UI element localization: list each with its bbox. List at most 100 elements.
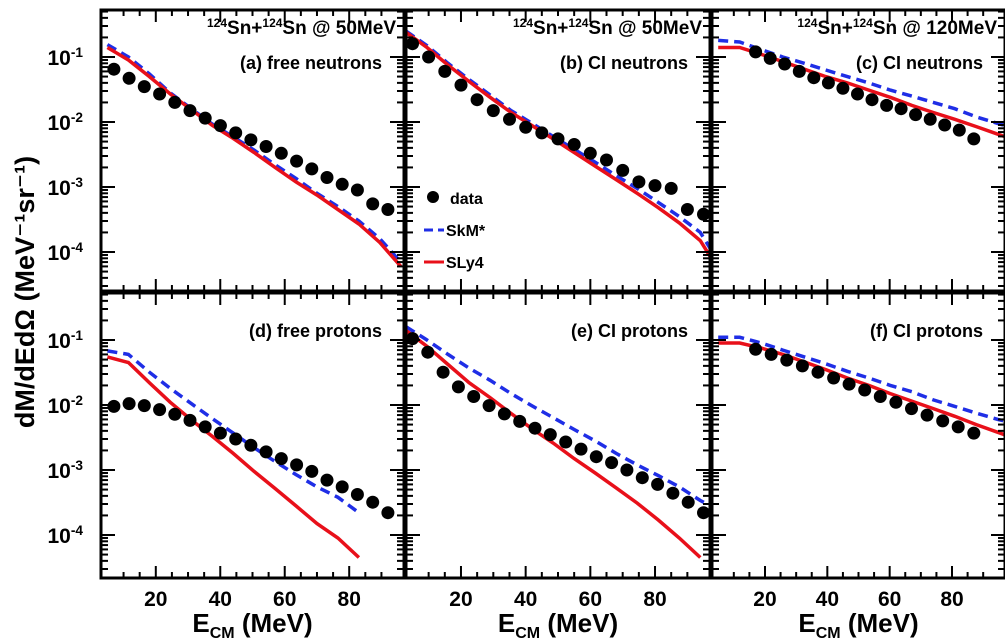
data-point (497, 407, 511, 421)
legend-data-label: data (450, 191, 483, 208)
data-point (406, 37, 419, 51)
data-point (335, 177, 349, 191)
data-point (632, 175, 646, 189)
data-point (697, 207, 710, 221)
panel-4: 20 40 60 80 10-1 10-2 10-3 10-4 (d) free protons (48, 291, 406, 611)
data-point (244, 438, 258, 452)
data-point (198, 111, 212, 125)
legend-skm-label: SkM* (446, 223, 486, 240)
data-point (889, 395, 903, 409)
data-point (482, 399, 496, 413)
data-point (438, 64, 452, 78)
data-point (680, 203, 694, 216)
panel-3: 124Sn+124Sn @ 120MeV (c) CI neutrons (710, 8, 1005, 293)
data-point (198, 420, 212, 434)
data-point (567, 138, 581, 151)
data-point (335, 480, 349, 494)
data-point (681, 495, 695, 509)
panel-title: (e) CI protons (571, 321, 688, 341)
data-point (305, 464, 319, 478)
data-point (107, 399, 121, 413)
y-tick-label: 10-3 (48, 458, 84, 483)
data-point (952, 123, 966, 137)
data-point (589, 450, 603, 464)
x-tick-label: 40 (514, 588, 537, 611)
x-tick-label: 80 (643, 588, 666, 611)
data-point (778, 57, 792, 71)
data-point (244, 133, 258, 147)
data-point (213, 426, 227, 440)
data-point (381, 506, 395, 520)
x-tick-label: 80 (338, 588, 361, 611)
data-point (290, 154, 304, 168)
data-point (535, 126, 549, 140)
data-point (451, 380, 465, 394)
data-point (229, 126, 243, 140)
sly4-line (406, 329, 702, 559)
panel-title: (c) CI neutrons (856, 53, 983, 73)
x-tick-label: 20 (449, 588, 472, 611)
data-point (470, 93, 484, 107)
data-point (168, 407, 182, 421)
data-point (559, 435, 573, 449)
data-point (153, 403, 167, 417)
data-point (183, 104, 197, 118)
data-point (551, 132, 565, 146)
data-point (909, 108, 923, 122)
data-point (366, 197, 380, 211)
x-axis-label: ECM (MeV) (192, 608, 312, 641)
x-tick-label: 40 (816, 588, 839, 611)
data-point (951, 420, 965, 434)
skm-line (406, 325, 710, 508)
skm-line (718, 38, 1005, 128)
panel-title: (d) free protons (249, 321, 382, 341)
legend: data SkM* SLy4 (424, 191, 486, 272)
data-point (421, 345, 435, 359)
data-point (213, 119, 227, 133)
data-point (648, 179, 662, 193)
data-point (920, 408, 934, 422)
y-axis-label: dM/dEdΩ (MeV⁻¹sr⁻¹) (10, 156, 40, 428)
data-point (122, 71, 136, 85)
data-point (543, 428, 557, 442)
data-point (923, 112, 937, 126)
panel-reaction-label: 124Sn+124Sn @ 120MeV (797, 16, 997, 39)
data-point (290, 458, 304, 472)
data-point (635, 471, 649, 485)
data-point (137, 80, 151, 94)
data-point (503, 112, 516, 126)
data-point (936, 414, 950, 428)
skm-line (107, 349, 360, 515)
y-tick-label: 10-3 (48, 175, 84, 200)
data-point (880, 98, 894, 112)
data-point (851, 87, 864, 101)
panel-1: 10-1 10-2 10-3 10-4 124Sn+124Sn @ 50MeV (a) f… (48, 8, 406, 293)
data-point (938, 118, 952, 132)
y-tick-label: 10-1 (48, 45, 84, 70)
data-point (858, 383, 872, 397)
data-point (967, 426, 981, 440)
data-point (763, 51, 777, 65)
x-tick-label: 80 (940, 588, 963, 611)
data-point (381, 203, 395, 216)
data-point (827, 371, 841, 385)
data-point (811, 365, 825, 379)
y-tick-label: 10-4 (48, 523, 84, 548)
data-point (600, 153, 613, 167)
data-point (583, 146, 597, 160)
data-point (821, 76, 835, 90)
data-point (574, 442, 588, 456)
panel-title: (b) CI neutrons (560, 53, 688, 73)
data-point (666, 486, 680, 500)
data-point (865, 93, 879, 107)
panel-title: (f) CI protons (870, 321, 983, 341)
data-point (749, 45, 763, 59)
x-tick-label: 20 (753, 588, 776, 611)
panel-title: (a) free neutrons (240, 53, 382, 73)
legend-data-marker (427, 191, 439, 203)
data-point (842, 377, 856, 391)
y-tick-label: 10-2 (48, 393, 84, 418)
panel-reaction-label: 124Sn+124Sn @ 50MeV (207, 16, 396, 39)
data-point (320, 473, 334, 487)
